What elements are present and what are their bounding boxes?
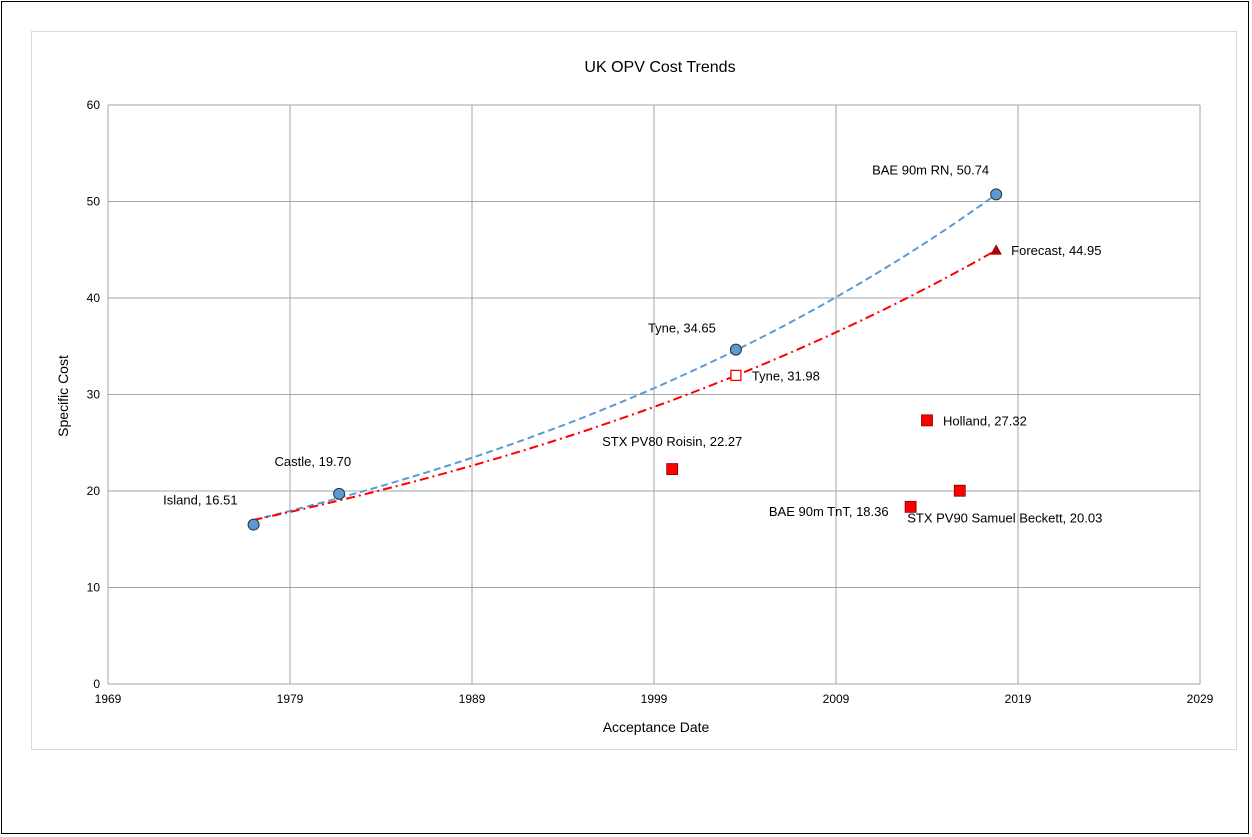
data-label: Holland, 27.32 bbox=[943, 413, 1027, 428]
data-label: Tyne, 34.65 bbox=[648, 321, 716, 336]
chart-area bbox=[31, 31, 1237, 750]
y-tick-label: 50 bbox=[87, 195, 101, 209]
y-tick-label: 10 bbox=[87, 581, 101, 595]
data-point-square bbox=[666, 463, 679, 475]
data-label: BAE 90m RN, 50.74 bbox=[872, 162, 989, 177]
data-point-square bbox=[953, 484, 966, 497]
data-label: Forecast, 44.95 bbox=[1011, 243, 1101, 258]
data-point-circle bbox=[247, 518, 260, 531]
trendline-dashed bbox=[253, 193, 997, 521]
x-tick-label: 1999 bbox=[641, 692, 668, 706]
y-tick-label: 40 bbox=[87, 291, 101, 305]
x-tick-label: 1989 bbox=[459, 692, 486, 706]
x-tick-label: 2009 bbox=[823, 692, 850, 706]
y-tick-label: 60 bbox=[87, 98, 101, 112]
y-tick-label: 0 bbox=[93, 677, 100, 691]
tick-labels: 0 10 20 30 40 50 60 1969 1979 1989 1999 2009 2019 202… bbox=[87, 98, 1214, 706]
data-points bbox=[247, 188, 1003, 531]
data-label: BAE 90m TnT, 18.36 bbox=[769, 504, 889, 519]
data-labels: Island, 16.51 Castle, 19.70 Tyne, 34.65 BAE… bbox=[163, 162, 1102, 525]
x-tick-label: 1969 bbox=[95, 692, 122, 706]
gridlines bbox=[107, 104, 1201, 685]
data-label: STX PV90 Samuel Beckett, 20.03 bbox=[907, 511, 1102, 526]
x-tick-label: 2029 bbox=[1187, 692, 1214, 706]
x-tick-label: 2019 bbox=[1005, 692, 1032, 706]
data-label: Tyne, 31.98 bbox=[752, 368, 820, 383]
data-label: STX PV80 Roisin, 22.27 bbox=[602, 434, 742, 449]
data-point-square bbox=[921, 414, 933, 427]
data-point-triangle bbox=[990, 244, 1002, 255]
x-axis-label: Acceptance Date bbox=[603, 719, 710, 735]
data-point-circle bbox=[333, 487, 346, 500]
y-tick-label: 20 bbox=[87, 484, 101, 498]
data-label: Castle, 19.70 bbox=[275, 454, 352, 469]
data-point-square-hollow bbox=[730, 369, 742, 382]
chart-title: UK OPV Cost Trends bbox=[584, 59, 735, 76]
trendline-dash-dot bbox=[253, 249, 997, 521]
data-point-square bbox=[904, 500, 917, 513]
y-tick-label: 30 bbox=[87, 388, 101, 402]
y-axis-label: Specific Cost bbox=[55, 355, 71, 437]
x-tick-label: 1979 bbox=[277, 692, 304, 706]
data-point-circle bbox=[729, 343, 742, 356]
data-label: Island, 16.51 bbox=[163, 493, 237, 508]
trendlines bbox=[253, 193, 997, 521]
data-point-circle bbox=[990, 188, 1003, 201]
